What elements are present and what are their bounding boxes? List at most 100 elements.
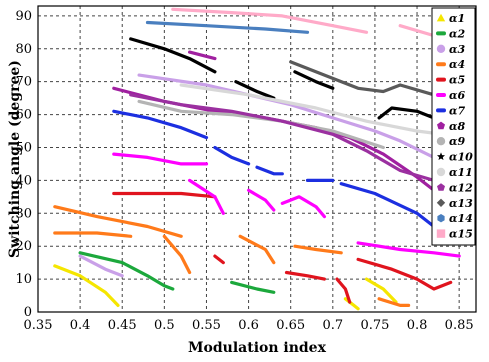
series-line xyxy=(78,251,175,291)
x-tick-label: 0.75 xyxy=(360,318,389,333)
x-tick-label: 0.5 xyxy=(154,318,175,333)
legend-label: α10 xyxy=(449,151,473,164)
series-line xyxy=(377,297,411,307)
x-tick-label: 0.6 xyxy=(238,318,259,333)
y-tick-label: 10 xyxy=(15,272,32,287)
series-line xyxy=(284,270,326,281)
legend-item: α5 xyxy=(436,74,465,87)
legend-label: α9 xyxy=(449,135,465,148)
series-line xyxy=(112,109,209,140)
series-6 xyxy=(112,152,461,258)
legend-label: α1 xyxy=(449,12,465,25)
series-3 xyxy=(78,73,436,278)
legend-item: α13 xyxy=(436,197,473,210)
legend-marker xyxy=(436,137,446,146)
y-tick-label: 80 xyxy=(15,42,32,57)
series-9 xyxy=(137,99,385,150)
x-tick-label: 0.85 xyxy=(445,318,474,333)
legend-label: α11 xyxy=(449,166,473,179)
legend-item: α4 xyxy=(436,58,465,71)
x-tick-label: 0.7 xyxy=(322,318,343,333)
series-4 xyxy=(53,205,411,307)
legend-marker xyxy=(436,62,446,67)
legend-marker xyxy=(437,121,445,130)
series-5 xyxy=(112,191,453,304)
series-line xyxy=(129,37,217,74)
plot-frame xyxy=(37,5,477,313)
series-line xyxy=(171,7,369,34)
series-line xyxy=(188,178,225,215)
series-line xyxy=(234,80,276,100)
y-tick-label: 20 xyxy=(15,239,32,254)
series-line xyxy=(112,152,209,166)
x-tick-label: 0.8 xyxy=(407,318,428,333)
legend-item: α1 xyxy=(436,12,465,25)
series-line xyxy=(213,254,225,265)
series-line xyxy=(356,257,453,291)
series-line xyxy=(377,106,444,123)
legend-label: α7 xyxy=(449,104,465,117)
legend-label: α3 xyxy=(449,43,465,56)
series-line xyxy=(162,234,192,275)
legend-item: α3 xyxy=(436,43,465,56)
y-tick-label: 30 xyxy=(15,206,32,221)
legend-item: α11 xyxy=(436,166,473,179)
legend-marker xyxy=(436,31,446,36)
y-tick-label: 60 xyxy=(15,108,32,123)
legend-marker xyxy=(436,77,446,82)
legend-item: α15 xyxy=(436,228,473,241)
legend-label: α4 xyxy=(449,58,465,71)
series-10 xyxy=(129,37,444,123)
y-tick-label: 50 xyxy=(15,140,32,155)
legend-marker xyxy=(437,214,445,223)
legend-marker xyxy=(436,44,446,53)
legend-item: α7 xyxy=(436,104,465,117)
series-line xyxy=(137,99,385,150)
series-line xyxy=(137,73,436,159)
legend-item: α10 xyxy=(437,151,473,164)
series-line xyxy=(112,191,217,199)
series-line xyxy=(364,277,398,304)
legend-marker xyxy=(437,152,445,160)
x-axis-title: Modulation index xyxy=(188,340,327,356)
tick-layer: 0.35 0.4 0.45 0.5 0.55 0.6 0.65 0.7 0.75 0.8 0.85 0… xyxy=(15,9,473,333)
legend-label: α2 xyxy=(449,27,465,40)
legend-label: α6 xyxy=(449,89,465,102)
series-line xyxy=(247,188,276,212)
legend-marker xyxy=(436,93,446,97)
series-line xyxy=(293,244,343,255)
legend-label: α12 xyxy=(449,181,473,194)
series-14 xyxy=(145,20,310,34)
y-tick-label: 90 xyxy=(15,9,32,24)
legend-label: α5 xyxy=(449,74,465,87)
series-12 xyxy=(129,93,470,182)
legend-marker xyxy=(436,229,446,238)
y-axis-title: Switching angle (degree) xyxy=(7,60,23,258)
legend-label: α14 xyxy=(449,212,473,225)
legend-marker xyxy=(437,183,445,191)
x-tick-label: 0.55 xyxy=(192,318,221,333)
legend-marker xyxy=(436,108,446,113)
series-line xyxy=(335,277,352,304)
legend-marker xyxy=(436,167,446,177)
y-tick-label: 70 xyxy=(15,75,32,90)
series-line xyxy=(293,70,335,90)
x-tick-label: 0.4 xyxy=(70,318,91,333)
legend-item: α14 xyxy=(437,212,473,225)
series-line xyxy=(179,83,470,140)
series-line xyxy=(53,231,133,238)
series-line xyxy=(145,20,310,34)
y-tick-label: 0 xyxy=(24,305,32,320)
legend-label: α13 xyxy=(449,197,473,210)
legend-marker xyxy=(436,13,446,22)
series-line xyxy=(356,241,461,258)
series-line xyxy=(213,145,251,166)
y-tick-label: 40 xyxy=(15,173,32,188)
legend-item: α9 xyxy=(436,135,465,148)
series-line xyxy=(53,205,183,238)
legend-label: α8 xyxy=(449,120,465,133)
x-tick-label: 0.35 xyxy=(24,318,53,333)
series-line xyxy=(280,195,326,219)
